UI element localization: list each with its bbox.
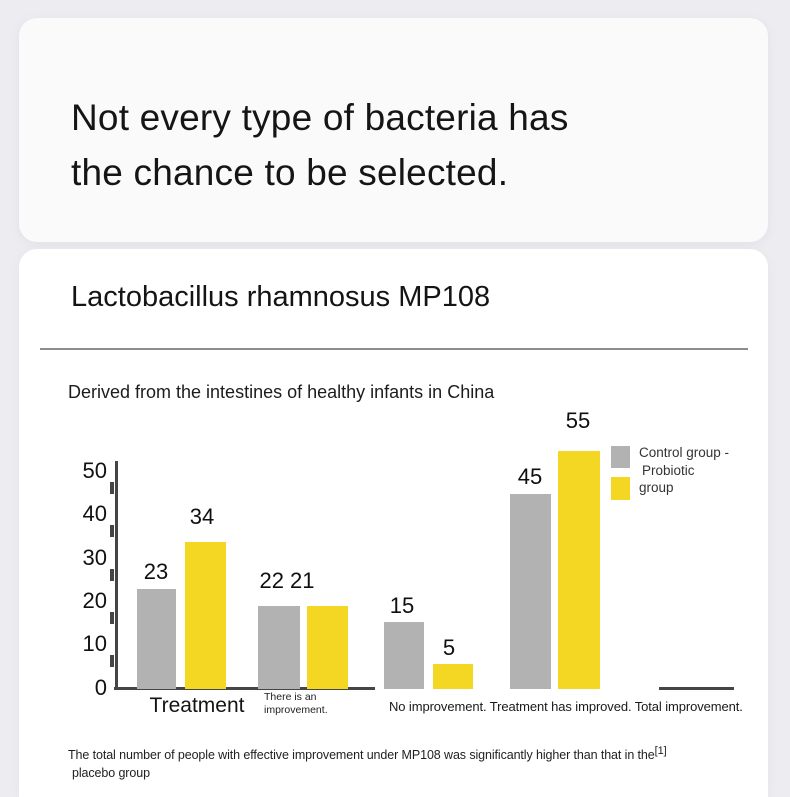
divider	[40, 348, 748, 350]
bar-value-label: 55	[565, 408, 591, 433]
footnote: The total number of people with effectiv…	[68, 744, 768, 782]
page-title-line-1: Not every type of bacteria has	[71, 97, 569, 138]
bar-value-label: 22 21	[259, 568, 315, 593]
legend-swatch-control-group	[611, 446, 630, 468]
bar-probiotic-treatment	[185, 542, 226, 689]
legend-label-line-1: Control group -	[639, 445, 730, 460]
bar-value-label: 23	[143, 559, 169, 584]
x-axis-label-improvement-line-2: improvement.	[264, 704, 328, 716]
bar-control-no-improvement	[384, 622, 424, 689]
citation-marker: [1]	[654, 744, 667, 757]
section-heading: Lactobacillus rhamnosus MP108	[71, 281, 491, 313]
y-tick-label-30: 30	[82, 545, 107, 570]
y-minor-tick-35	[110, 525, 114, 537]
footnote-line-1: The total number of people with effectiv…	[68, 748, 655, 762]
x-axis-label-improvement-line-1: There is an	[264, 691, 317, 703]
bar-probiotic-no-improvement	[433, 664, 473, 689]
bar-value-label: 45	[517, 464, 543, 489]
hero-card: Not every type of bacteria has the chanc…	[19, 18, 768, 242]
legend: Control group - Probiotic group	[639, 444, 729, 497]
x-axis-line-left	[114, 687, 375, 690]
bar-control-improvement	[258, 606, 300, 689]
y-minor-tick-45	[110, 482, 114, 494]
y-minor-tick-25	[110, 569, 114, 581]
bar-probiotic-total-improvement	[558, 451, 600, 689]
legend-swatch-probiotic-group	[611, 477, 630, 500]
bar-value-label: 15	[389, 593, 415, 618]
x-axis-line-right	[659, 687, 734, 690]
legend-label-line-2: Probiotic	[642, 462, 695, 478]
bar-value-label: 5	[442, 635, 456, 660]
legend-label-line-3: group	[639, 480, 674, 495]
bar-control-treatment	[137, 589, 176, 689]
y-axis-line	[115, 461, 118, 690]
y-minor-tick-5	[110, 655, 114, 667]
x-axis-label-treatment: Treatment	[149, 694, 245, 717]
y-tick-label-10: 10	[82, 631, 107, 656]
footnote-line-2: placebo group	[72, 766, 150, 780]
page-title-line-2: the chance to be selected.	[71, 152, 509, 193]
y-tick-label-40: 40	[82, 501, 107, 526]
y-minor-tick-15	[110, 612, 114, 624]
chart-subtitle: Derived from the intestines of healthy i…	[68, 382, 495, 402]
x-axis-label-groups-3-4: No improvement. Treatment has improved. …	[389, 699, 743, 714]
bar-chart: 50 40 30 20 10 0 23 34 22 21 15 5 45 55 …	[19, 249, 768, 797]
x-axis-label-improvement: There is an improvement.	[264, 691, 328, 717]
y-tick-label-50: 50	[82, 458, 107, 483]
bar-control-total-improvement	[510, 494, 551, 689]
y-tick-label-20: 20	[82, 588, 107, 613]
content-card: Lactobacillus rhamnosus MP108 Derived fr…	[19, 249, 768, 797]
page-title: Not every type of bacteria has the chanc…	[71, 90, 569, 200]
y-tick-label-0: 0	[94, 675, 107, 700]
bar-value-label: 34	[189, 504, 215, 529]
bar-probiotic-improvement	[307, 606, 348, 689]
